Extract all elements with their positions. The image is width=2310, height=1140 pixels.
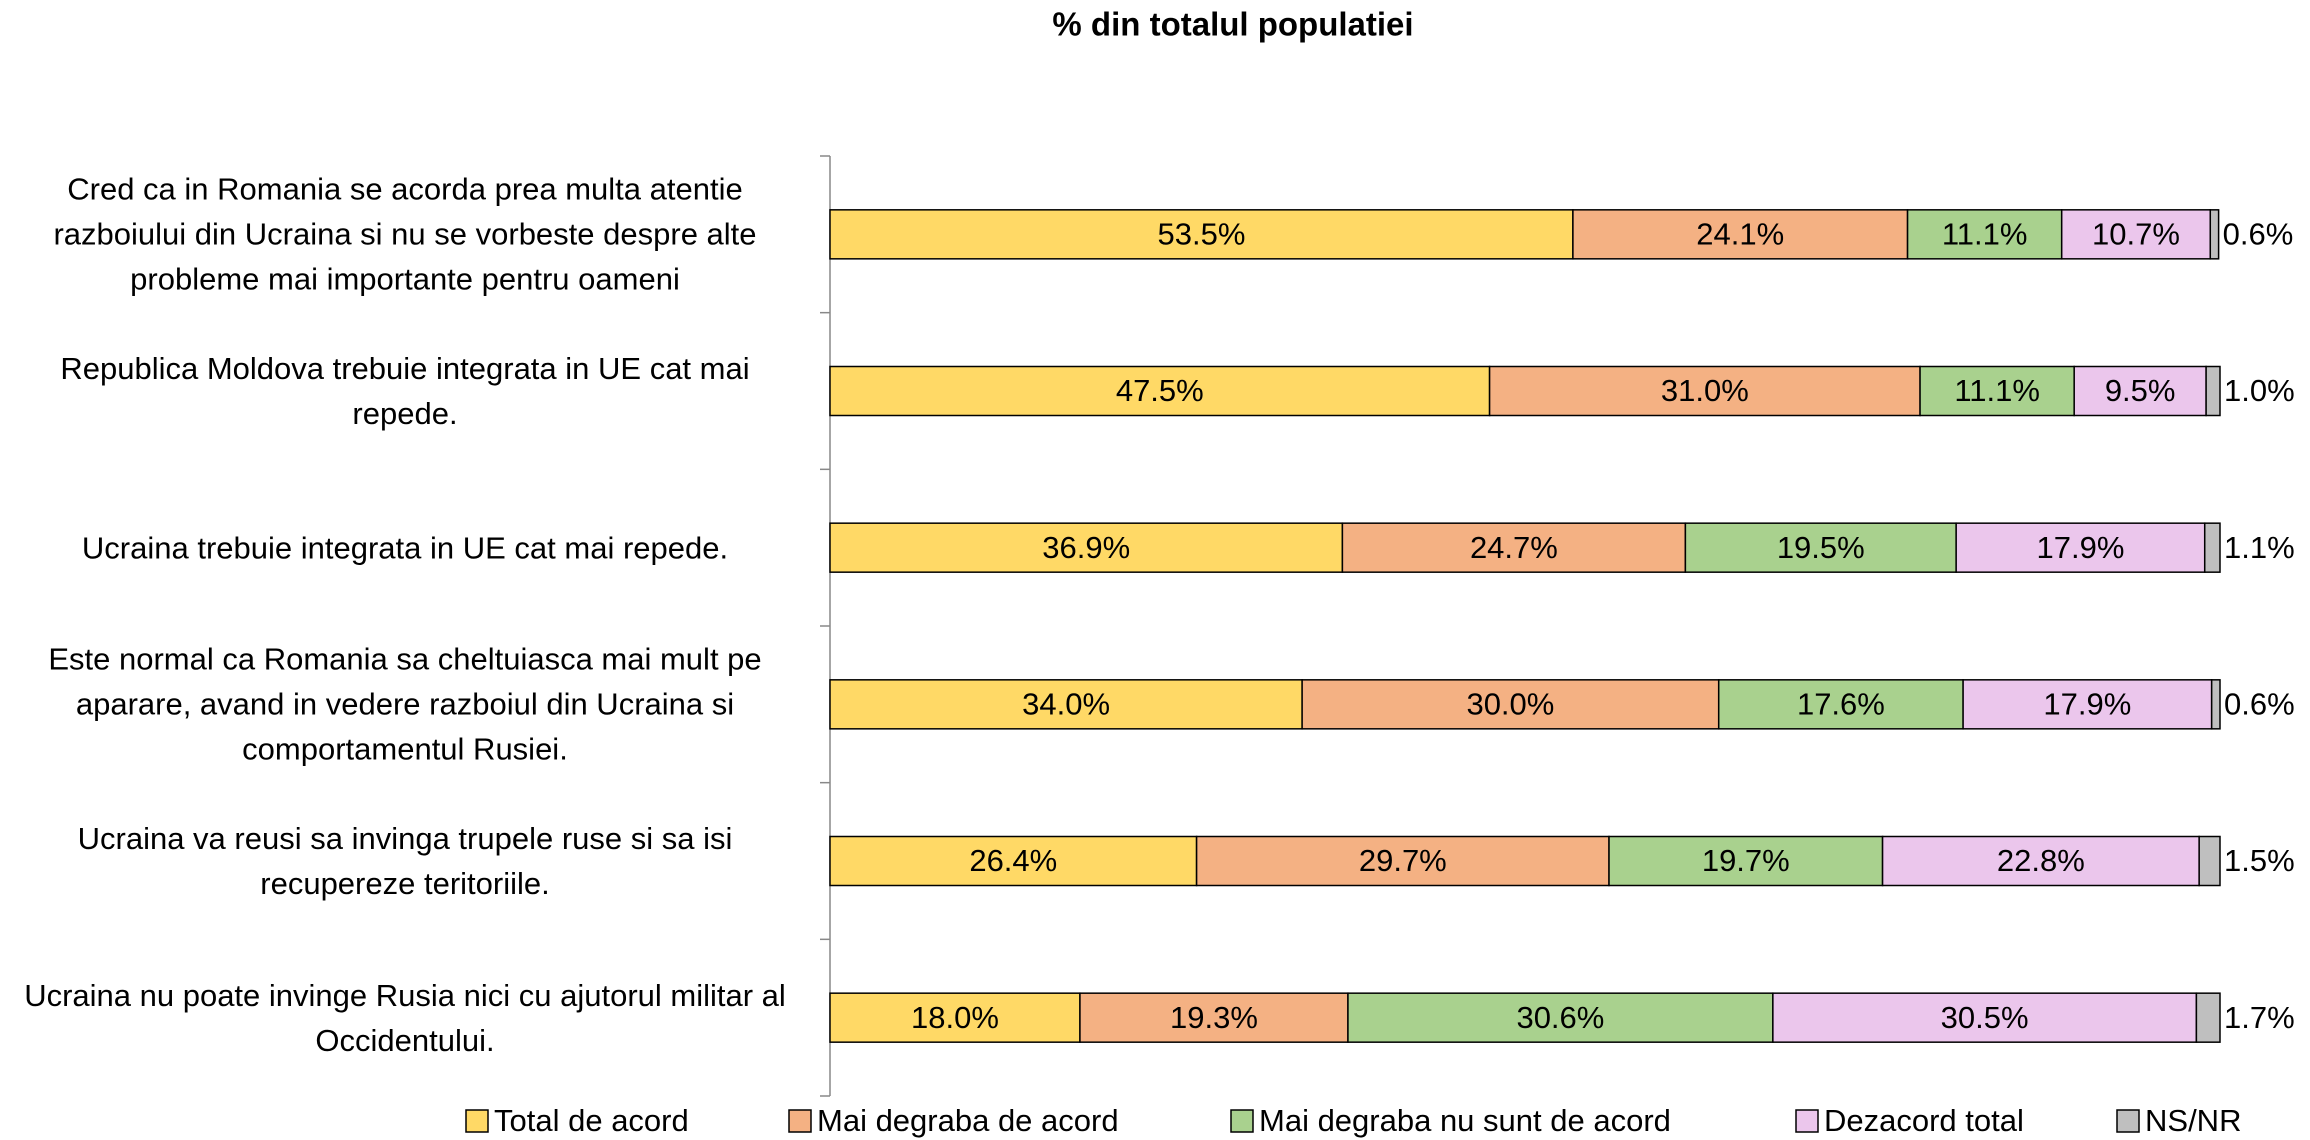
- legend-label: NS/NR: [2145, 1103, 2241, 1138]
- data-label: 26.4%: [969, 843, 1057, 878]
- data-label: 19.3%: [1170, 1000, 1258, 1035]
- data-label: 10.7%: [2092, 217, 2180, 252]
- category-label: Ucraina trebuie integrata in UE cat mai …: [81, 530, 729, 566]
- data-label: 11.1%: [1954, 373, 2040, 408]
- data-label: 24.7%: [1470, 530, 1558, 565]
- legend-swatch: [2116, 1109, 2140, 1133]
- bar-segment: [1962, 679, 2213, 730]
- chart-title: % din totalul populatiei: [1052, 6, 1413, 43]
- legend-label: Mai degraba de acord: [817, 1103, 1119, 1138]
- bar-segment: [1684, 522, 1957, 573]
- data-label: 17.9%: [2043, 687, 2131, 722]
- bar-segment: [2203, 522, 2221, 573]
- bar-segment: [2205, 365, 2221, 417]
- data-label: 30.6%: [1516, 1000, 1604, 1035]
- category-label: Ucraina nu poate invinge Rusia nici cu a…: [24, 977, 786, 1058]
- bar-segment: [1347, 992, 1774, 1043]
- legend-label: Total de acord: [494, 1103, 689, 1138]
- category-label: Cred ca in Romania se acorda prea multa …: [53, 171, 757, 297]
- data-label: 11.1%: [1942, 217, 2028, 252]
- data-label: 34.0%: [1022, 687, 1110, 722]
- legend-swatch: [465, 1109, 489, 1133]
- data-label: 31.0%: [1661, 373, 1749, 408]
- bar-segment: [1881, 835, 2200, 887]
- data-label: 30.0%: [1466, 687, 1554, 722]
- data-label: 47.5%: [1116, 373, 1204, 408]
- bar-segment: [1906, 209, 2063, 260]
- data-label: 18.0%: [911, 1000, 999, 1035]
- bar-segment: [829, 209, 1574, 260]
- data-label: 17.9%: [2036, 530, 2124, 565]
- category-label: Ucraina va reusi sa invinga trupele ruse…: [77, 821, 733, 901]
- data-label: 30.5%: [1941, 1000, 2029, 1035]
- bar-segment: [1488, 365, 1921, 417]
- data-label: 36.9%: [1042, 530, 1130, 565]
- data-label: 1.0%: [2224, 373, 2295, 408]
- bar-segment: [1955, 522, 2206, 573]
- data-label: 24.1%: [1696, 217, 1784, 252]
- bar-segment: [1195, 835, 1610, 887]
- data-label: 0.6%: [2223, 217, 2294, 252]
- bar-segment: [2209, 209, 2220, 260]
- bar-segment: [829, 365, 1491, 417]
- bar-segment: [2195, 992, 2221, 1043]
- data-label: 9.5%: [2105, 373, 2176, 408]
- bar-segment: [1608, 835, 1884, 887]
- bar-segment: [829, 835, 1198, 887]
- data-label: 29.7%: [1359, 843, 1447, 878]
- data-label: 1.1%: [2224, 530, 2295, 565]
- data-label: 22.8%: [1997, 843, 2085, 878]
- bar-segment: [2073, 365, 2207, 417]
- category-label: Republica Moldova trebuie integrata in U…: [60, 351, 750, 431]
- data-label: 0.6%: [2224, 687, 2295, 722]
- data-label: 19.5%: [1777, 530, 1865, 565]
- legend-swatch: [788, 1109, 812, 1133]
- legend-label: Dezacord total: [1824, 1103, 2024, 1138]
- bar-segment: [1301, 679, 1720, 730]
- data-label: 1.5%: [2224, 843, 2295, 878]
- bar-segment: [829, 522, 1344, 573]
- legend-swatch: [1795, 1109, 1819, 1133]
- bar-segment: [2198, 835, 2221, 887]
- bar-segment: [1772, 992, 2198, 1043]
- data-label: 19.7%: [1702, 843, 1790, 878]
- bar-segment: [829, 992, 1081, 1043]
- category-label: Este normal ca Romania sa cheltuiasca ma…: [48, 641, 762, 767]
- data-label: 1.7%: [2224, 1000, 2295, 1035]
- legend-swatch: [1230, 1109, 1254, 1133]
- legend-label: Mai degraba nu sunt de acord: [1259, 1103, 1671, 1138]
- bar-segment: [1341, 522, 1687, 573]
- data-label: 53.5%: [1158, 217, 1246, 252]
- bar-segment: [2210, 679, 2221, 730]
- data-label: 17.6%: [1797, 687, 1885, 722]
